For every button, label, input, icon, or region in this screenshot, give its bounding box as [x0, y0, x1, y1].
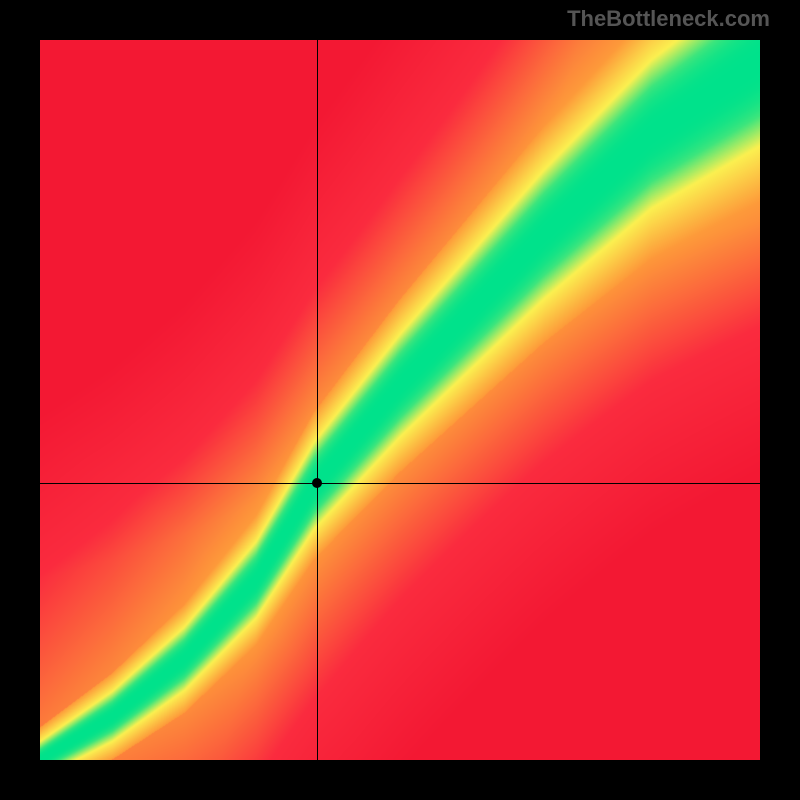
- selected-point-marker: [312, 478, 322, 488]
- watermark-text: TheBottleneck.com: [567, 6, 770, 32]
- crosshair-horizontal: [40, 483, 760, 484]
- crosshair-vertical: [317, 40, 318, 760]
- bottleneck-heatmap: [40, 40, 760, 760]
